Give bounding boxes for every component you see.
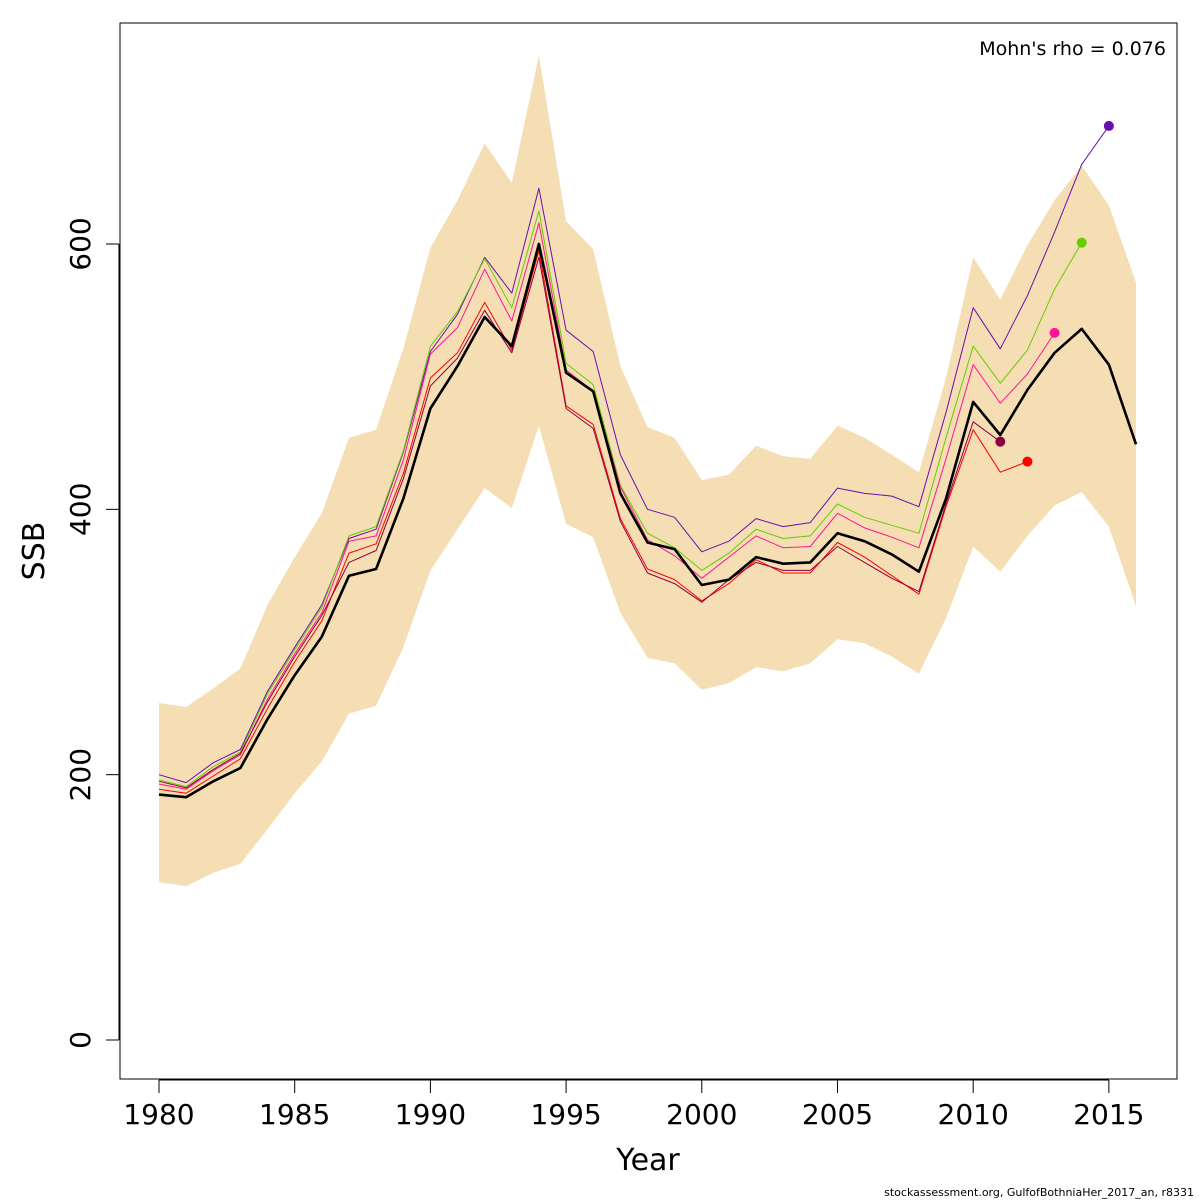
y-tick-label: 0	[64, 1031, 97, 1049]
x-tick-label: 2000	[666, 1098, 737, 1131]
y-tick-label: 400	[64, 483, 97, 536]
series-layer	[158, 120, 1138, 799]
x-tick-label: 2005	[802, 1098, 873, 1131]
series-line-5	[158, 256, 1001, 789]
x-tick-label: 2010	[938, 1098, 1009, 1131]
y-tick-label: 200	[64, 748, 97, 801]
x-tick-label: 1985	[259, 1098, 330, 1131]
series-end-point-4	[1022, 456, 1033, 467]
confidence-band-layer	[159, 55, 1136, 887]
y-axis: 0 200 400 600	[64, 217, 120, 1049]
confidence-band	[159, 55, 1136, 887]
series-end-point-2	[1076, 237, 1087, 248]
y-axis-label: SSB	[17, 522, 52, 581]
series-line-0	[158, 242, 1138, 799]
series-end-point-3	[1049, 327, 1060, 338]
x-tick-label: 1990	[395, 1098, 466, 1131]
x-tick-label: 1995	[530, 1098, 601, 1131]
x-axis-label: Year	[615, 1143, 680, 1178]
footer-credit: stockassessment.org, GulfofBothniaHer_20…	[884, 1186, 1194, 1199]
x-axis: 1980 1985 1990 1995 2000 2005 2010 2015	[123, 1079, 1144, 1131]
x-tick-label: 2015	[1073, 1098, 1144, 1131]
series-line-4	[158, 250, 1028, 794]
y-tick-label: 600	[64, 217, 97, 270]
series-line-1	[158, 125, 1110, 784]
series-end-point-1	[1103, 120, 1114, 131]
plot-frame	[119, 22, 1178, 1080]
x-tick-label: 1980	[123, 1098, 194, 1131]
series-end-point-5	[995, 436, 1006, 447]
mohns-rho-annotation: Mohn's rho = 0.076	[979, 38, 1166, 60]
